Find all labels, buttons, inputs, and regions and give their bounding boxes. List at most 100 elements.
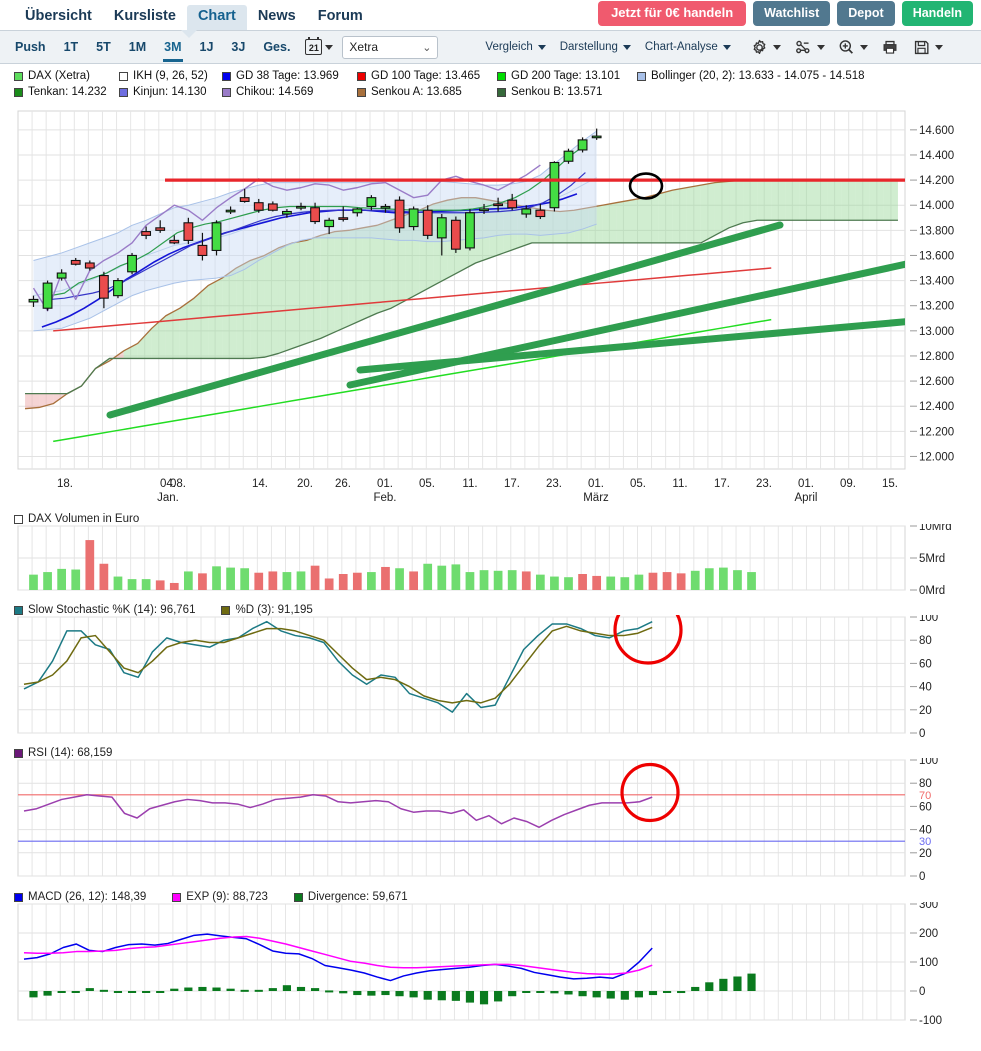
- legend-label: Senkou A: 13.685: [371, 86, 462, 98]
- legend-item-chikou[interactable]: Chikou: 14.569: [222, 86, 357, 98]
- volume-panel: 10Mrd 5Mrd 0Mrd: [0, 521, 981, 600]
- svg-text:08.: 08.: [170, 478, 186, 490]
- svg-text:80: 80: [919, 778, 932, 790]
- svg-text:18.: 18.: [57, 478, 73, 490]
- chevron-down-icon: [934, 44, 943, 50]
- menu-vergleich[interactable]: Vergleich: [478, 35, 552, 59]
- legend-swatch-icon: [14, 514, 23, 524]
- timeframe-1j[interactable]: 1J: [199, 39, 214, 54]
- svg-text:14.: 14.: [252, 478, 268, 490]
- menu-vergleich-label: Vergleich: [485, 41, 533, 53]
- legend-item-dax[interactable]: DAX (Xetra): [14, 70, 119, 82]
- timeframe-push[interactable]: Push: [15, 39, 46, 54]
- timeframe-3j[interactable]: 3J: [231, 39, 246, 54]
- legend-label: IKH (9, 26, 52): [133, 70, 208, 82]
- legend-item-bollinger[interactable]: Bollinger (20, 2): 13.633 - 14.075 - 14.…: [637, 70, 865, 82]
- svg-text:05.: 05.: [419, 478, 435, 490]
- macd-divergence-label: Divergence: 59,671: [307, 891, 408, 903]
- zoom-control[interactable]: [831, 34, 874, 61]
- svg-text:30: 30: [919, 836, 931, 848]
- svg-text:13.800: 13.800: [919, 225, 954, 237]
- watchlist-button[interactable]: Watchlist: [753, 1, 831, 26]
- rsi-chart-svg[interactable]: 100 80 60 40 20 0 70 30: [0, 755, 981, 886]
- svg-text:April: April: [794, 492, 817, 504]
- svg-text:12.000: 12.000: [919, 451, 954, 463]
- nav-action-buttons: Jetzt für 0€ handeln Watchlist Depot Han…: [598, 1, 981, 30]
- legend-label: Bollinger (20, 2): 13.633 - 14.075 - 14.…: [651, 70, 865, 82]
- svg-text:100: 100: [919, 957, 938, 969]
- nav-tab-news[interactable]: News: [257, 7, 296, 24]
- svg-text:17.: 17.: [504, 478, 520, 490]
- volume-chart-svg[interactable]: 10Mrd 5Mrd 0Mrd: [0, 521, 981, 600]
- chevron-down-icon: [537, 44, 546, 50]
- legend-swatch-icon: [14, 71, 23, 81]
- trade-free-cta-button[interactable]: Jetzt für 0€ handeln: [598, 1, 747, 26]
- save-icon: [914, 40, 929, 54]
- svg-text:13.200: 13.200: [919, 301, 954, 313]
- legend-item-ikh[interactable]: IKH (9, 26, 52): [119, 70, 222, 82]
- nav-tab-uebersicht[interactable]: Übersicht: [25, 7, 92, 24]
- legend-label: Kinjun: 14.130: [133, 86, 207, 98]
- svg-text:14.200: 14.200: [919, 175, 954, 187]
- legend-item-gd100[interactable]: GD 100 Tage: 13.465: [357, 70, 497, 82]
- menu-chart-analyse[interactable]: Chart-Analyse: [638, 35, 738, 59]
- nav-tab-kursliste[interactable]: Kursliste: [113, 7, 176, 24]
- volume-panel-header: DAX Volumen in Euro: [0, 509, 139, 528]
- main-navigation: Übersicht Kursliste Chart News Forum Jet…: [0, 0, 981, 38]
- chevron-down-icon: [325, 44, 334, 50]
- legend-item-gd38[interactable]: GD 38 Tage: 13.969: [222, 70, 357, 82]
- legend-swatch-icon: [14, 87, 23, 97]
- price-chart-svg[interactable]: 14.600 14.400 14.200 14.000 13.800 13.600 13.4…: [0, 105, 981, 510]
- legend-item-senkou-a[interactable]: Senkou A: 13.685: [357, 86, 497, 98]
- legend-item-tenkan[interactable]: Tenkan: 14.232: [14, 86, 119, 98]
- macd-chart-svg[interactable]: 300 200 100 0 -100: [0, 899, 981, 1047]
- save-control[interactable]: [906, 34, 949, 61]
- svg-text:12.600: 12.600: [919, 376, 954, 388]
- svg-text:13.000: 13.000: [919, 326, 954, 338]
- svg-text:04.: 04.: [160, 478, 176, 490]
- timeframe-1m[interactable]: 1M: [128, 39, 147, 54]
- timeframe-1t[interactable]: 1T: [63, 39, 79, 54]
- volume-title: DAX Volumen in Euro: [28, 513, 140, 525]
- legend-swatch-icon: [14, 605, 23, 615]
- timeframe-3m[interactable]: 3M: [155, 34, 190, 62]
- svg-text:13.600: 13.600: [919, 250, 954, 262]
- timeframe-5t[interactable]: 5T: [96, 39, 111, 54]
- legend-item-senkou-b[interactable]: Senkou B: 13.571: [497, 86, 602, 98]
- settings-control[interactable]: [744, 34, 787, 61]
- svg-text:17.: 17.: [714, 478, 730, 490]
- menu-darstellung[interactable]: Darstellung: [553, 35, 638, 59]
- svg-text:26.: 26.: [335, 478, 351, 490]
- exchange-select[interactable]: Xetra ⌄: [342, 35, 439, 59]
- indicators-control[interactable]: [787, 34, 831, 61]
- svg-text:12.400: 12.400: [919, 401, 954, 413]
- svg-text:01.: 01.: [588, 478, 604, 490]
- handeln-button[interactable]: Handeln: [901, 1, 973, 26]
- svg-text:200: 200: [919, 928, 938, 940]
- legend-label: DAX (Xetra): [28, 70, 90, 82]
- svg-text:März: März: [583, 492, 609, 504]
- legend-swatch-icon: [357, 71, 366, 81]
- svg-text:05.: 05.: [630, 478, 646, 490]
- stochastic-chart-svg[interactable]: 100 80 60 40 20 0: [0, 595, 981, 743]
- nav-tab-forum[interactable]: Forum: [317, 7, 363, 24]
- stochastic-panel-header: Slow Stochastic %K (14): 96,761 %D (3): …: [0, 600, 313, 619]
- legend-label: Tenkan: 14.232: [28, 86, 107, 98]
- svg-text:40: 40: [919, 682, 932, 694]
- legend-swatch-icon: [119, 87, 128, 97]
- rsi-panel-header: RSI (14): 68,159: [0, 743, 112, 762]
- date-picker-control[interactable]: 21: [305, 37, 334, 55]
- svg-text:11.: 11.: [462, 478, 477, 490]
- print-control[interactable]: [874, 34, 906, 61]
- timeframe-ges[interactable]: Ges.: [263, 39, 291, 54]
- legend-swatch-icon: [172, 892, 182, 902]
- depot-button[interactable]: Depot: [837, 1, 895, 26]
- nav-tab-chart[interactable]: Chart: [186, 4, 247, 30]
- legend-item-kinjun[interactable]: Kinjun: 14.130: [119, 86, 222, 98]
- macd-panel: 300 200 100 0 -100: [0, 899, 981, 1047]
- svg-text:100: 100: [919, 758, 938, 767]
- legend-label: Senkou B: 13.571: [511, 86, 603, 98]
- legend-item-gd200[interactable]: GD 200 Tage: 13.101: [497, 70, 637, 82]
- legend-label: GD 200 Tage: 13.101: [511, 70, 621, 82]
- legend-swatch-icon: [497, 87, 506, 97]
